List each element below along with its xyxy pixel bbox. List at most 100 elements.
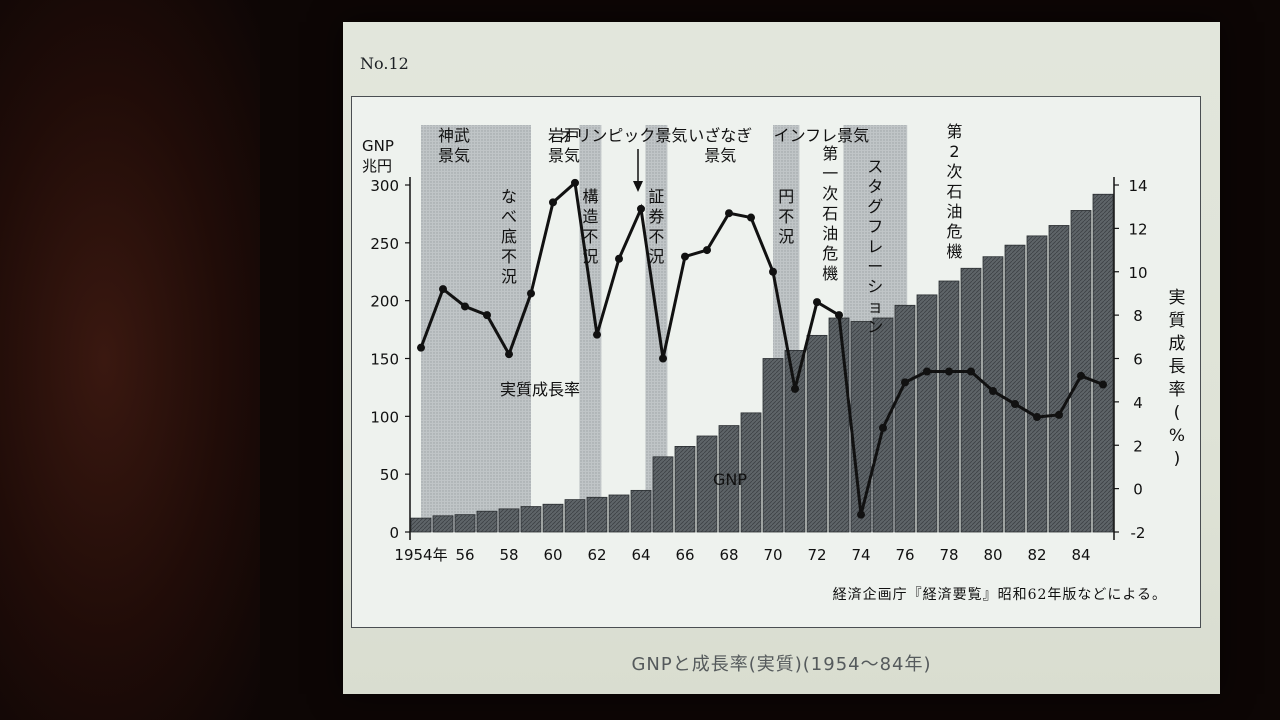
growth-rate-line xyxy=(417,178,1107,519)
chart-panel: 0 50 100 150 200 250 300 -2 0 2 4 6 8 10 12 14 1954年 56 58… xyxy=(351,96,1201,628)
slide-number: No.12 xyxy=(360,54,409,73)
right-axis-title: 実質成長率(%) xyxy=(1169,288,1186,469)
gnp-bar xyxy=(784,350,806,533)
right-tick-label: 0 xyxy=(1133,481,1143,499)
growth-point xyxy=(1077,371,1085,380)
right-tick-label: 6 xyxy=(1133,351,1143,369)
growth-point xyxy=(747,213,755,222)
gnp-bar xyxy=(916,294,938,533)
band-label-5: 証券不況 xyxy=(648,187,664,266)
gnp-bar xyxy=(740,412,762,533)
growth-point xyxy=(703,246,711,255)
growth-point xyxy=(549,198,557,207)
band-label-4: オリンピック景気 xyxy=(559,126,687,145)
band-5 xyxy=(645,125,668,532)
gnp-bar xyxy=(1092,193,1114,533)
gnp-bar xyxy=(410,517,432,533)
gnp-bar xyxy=(542,503,564,533)
gnp-bar xyxy=(454,514,476,533)
growth-point xyxy=(725,209,733,218)
growth-point xyxy=(615,254,623,263)
growth-point xyxy=(1011,400,1019,409)
growth-line xyxy=(419,179,1104,516)
growth-point xyxy=(989,387,997,396)
growth-point xyxy=(923,367,931,376)
room-background xyxy=(0,0,260,720)
x-tick-label: 76 xyxy=(895,546,914,564)
slide-caption: GNPと成長率(実質)(1954〜84年) xyxy=(631,654,932,675)
x-tick-label: 78 xyxy=(939,546,958,564)
x-tick-label: 68 xyxy=(719,546,738,564)
gnp-bar xyxy=(718,425,740,533)
gnp-bar xyxy=(608,494,630,533)
gnp-bar xyxy=(652,456,674,533)
x-tick-label: 56 xyxy=(455,546,474,564)
band-label-3: 構造不況 xyxy=(582,187,598,266)
band-label-11: 第 2 次石油危機 xyxy=(946,122,962,261)
x-tick-label: 58 xyxy=(499,546,518,564)
gnp-bar xyxy=(960,267,982,533)
left-tick-label: 300 xyxy=(370,177,399,195)
left-tick-label: 250 xyxy=(370,235,399,253)
annotation-0: 実質成長率 xyxy=(500,380,580,399)
projection-screen: No.12 0 50 100 150 200 250 300 -2 0 2 4 6 8 10 12 14 195… xyxy=(343,22,1220,694)
x-tick-label: 60 xyxy=(543,546,562,564)
band-label-8: インフレ景気 xyxy=(774,126,870,145)
x-tick-label: 66 xyxy=(675,546,694,564)
gnp-bar xyxy=(1004,244,1026,533)
growth-point xyxy=(461,302,469,311)
gnp-bar xyxy=(1048,225,1070,533)
growth-point xyxy=(571,178,579,187)
gnp-bar xyxy=(696,435,718,533)
band-label-2: 岩戸景気 xyxy=(548,126,580,165)
right-tick-label: 12 xyxy=(1128,220,1147,238)
band-0 xyxy=(421,125,487,532)
growth-point xyxy=(857,510,865,519)
growth-point xyxy=(769,267,777,276)
x-tick-label: 62 xyxy=(587,546,606,564)
x-tick-label: 64 xyxy=(631,546,650,564)
growth-point xyxy=(593,330,601,339)
growth-point xyxy=(1099,380,1107,389)
right-tick-label: 2 xyxy=(1133,437,1143,455)
band-label-1: なべ底不況 xyxy=(501,187,517,286)
band-label-0: 神武景気 xyxy=(438,126,470,165)
growth-point xyxy=(483,311,491,320)
left-tick-label: 50 xyxy=(380,466,399,484)
gnp-bar xyxy=(476,510,498,533)
x-tick-label: 70 xyxy=(763,546,782,564)
gnp-bar xyxy=(630,489,652,533)
growth-point xyxy=(791,384,799,393)
gnp-bar xyxy=(586,496,608,533)
growth-point xyxy=(901,378,909,387)
band-label-6: いざなぎ景気 xyxy=(688,126,752,165)
gnp-bar xyxy=(850,321,872,533)
gnp-bar xyxy=(806,334,828,533)
left-tick-label: 0 xyxy=(389,524,399,542)
growth-point xyxy=(417,343,425,352)
x-tick-label: 82 xyxy=(1027,546,1046,564)
gnp-bar xyxy=(564,499,586,533)
gnp-bar xyxy=(762,358,784,533)
annotation-1: GNP xyxy=(713,470,747,489)
x-tick-label: 80 xyxy=(983,546,1002,564)
right-tick-label: 4 xyxy=(1133,394,1143,412)
gnp-bar xyxy=(894,304,916,533)
growth-point xyxy=(659,354,667,363)
left-axis-title: GNP 兆円 xyxy=(362,137,394,175)
gnp-bars xyxy=(410,193,1114,533)
gnp-bar xyxy=(674,446,696,533)
left-tick-label: 150 xyxy=(370,351,399,369)
right-tick-label: 8 xyxy=(1133,307,1143,325)
growth-point xyxy=(813,298,821,307)
growth-point xyxy=(879,423,887,432)
growth-point xyxy=(1033,413,1041,422)
x-tick-label: 1954年 xyxy=(394,546,447,564)
growth-point xyxy=(945,367,953,376)
gnp-bar xyxy=(938,280,960,533)
growth-point xyxy=(637,204,645,213)
band-label-7: 円不況 xyxy=(778,187,794,246)
growth-point xyxy=(1055,410,1063,419)
